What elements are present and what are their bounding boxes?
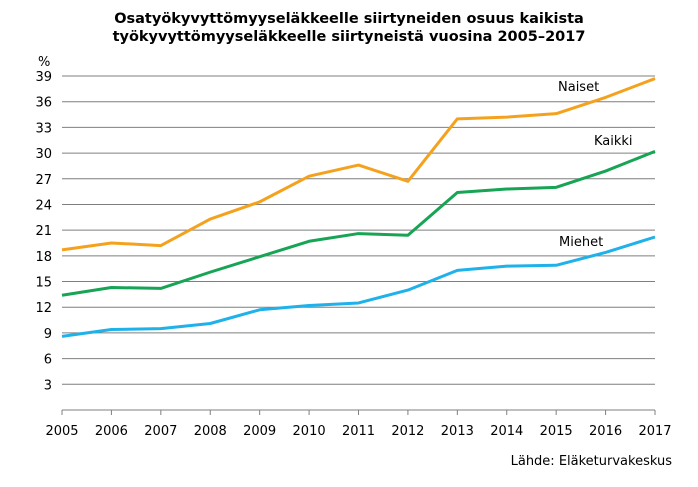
x-tick-label: 2012 [391, 424, 424, 439]
series-line-miehet [61, 235, 656, 338]
x-tick-label: 2017 [638, 424, 671, 439]
series-lines [61, 77, 656, 338]
x-tick-label: 2006 [95, 424, 128, 439]
series-line-kaikki [61, 149, 656, 297]
series-label-naiset: Naiset [558, 80, 599, 95]
series-label-kaikki: Kaikki [594, 134, 633, 149]
x-tick-label: 2008 [194, 424, 227, 439]
x-tick-label: 2010 [293, 424, 326, 439]
x-tick-label: 2009 [243, 424, 276, 439]
gridlines [62, 75, 655, 385]
y-tick-label: 3 [44, 378, 52, 393]
series-labels: Naiset Kaikki Miehet [558, 80, 633, 250]
y-tick-label: 24 [35, 198, 52, 213]
y-tick-label: 15 [35, 276, 52, 291]
x-tick-label: 2016 [589, 424, 622, 439]
x-tick-label: 2013 [441, 424, 474, 439]
y-tick-label: 21 [35, 224, 52, 239]
axes [61, 409, 656, 415]
y-tick-label: 30 [35, 147, 52, 162]
y-tick-label: 27 [35, 173, 52, 188]
x-tick-label: 2005 [45, 424, 78, 439]
y-tick-label: 9 [44, 327, 52, 342]
y-tick-label: 6 [44, 353, 52, 368]
x-tick-labels: 2005 2006 2007 2008 2009 2010 2011 2012 2013 2014… [45, 424, 671, 439]
x-tick-label: 2014 [490, 424, 523, 439]
source-note: Lähde: Eläketurvakeskus [510, 454, 672, 469]
chart-title-line-2: työkyvyttömyyseläkkeelle siirtyneistä vu… [112, 29, 586, 45]
chart-title-line-1: Osatyökyvyttömyyseläkkeelle siirtyneiden… [114, 11, 584, 27]
x-tick-label: 2011 [342, 424, 375, 439]
y-tick-label: 18 [35, 250, 52, 265]
y-tick-label: 36 [35, 96, 52, 111]
series-label-miehet: Miehet [559, 235, 603, 250]
y-tick-label: 39 [35, 70, 52, 85]
y-tick-label: 12 [35, 301, 52, 316]
y-axis-unit: % [38, 55, 50, 70]
y-tick-label: 33 [35, 121, 52, 136]
chart-title: Osatyökyvyttömyyseläkkeelle siirtyneiden… [0, 10, 698, 46]
x-tick-label: 2007 [144, 424, 177, 439]
series-line-naiset [61, 77, 656, 252]
x-tick-label: 2015 [540, 424, 573, 439]
